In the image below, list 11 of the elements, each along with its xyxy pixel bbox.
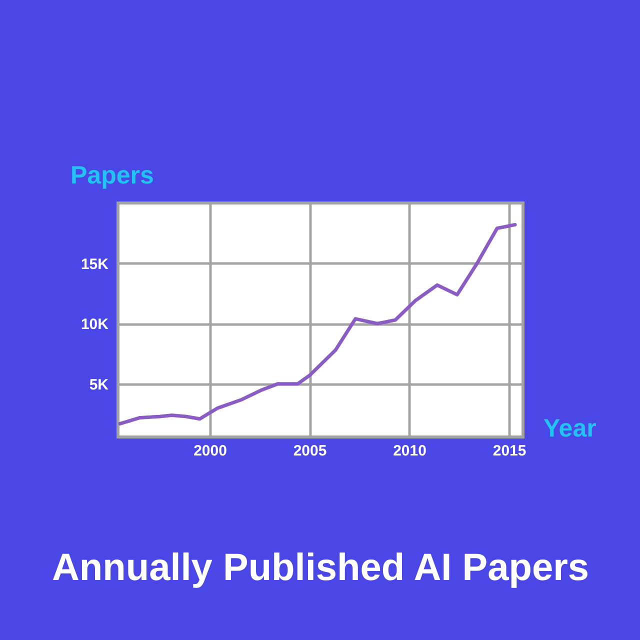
text: Annually Published AI Papers — [52, 547, 590, 589]
x-tick-label: 2005 — [293, 442, 327, 460]
y-tick-label: 5K — [89, 376, 109, 394]
x-tick-label: 2000 — [194, 442, 227, 460]
line-series — [118, 222, 517, 426]
x-tick-label: 2015 — [492, 442, 526, 460]
x-tick-label: 2010 — [393, 442, 426, 460]
y-tick-label: 10K — [80, 316, 109, 334]
x-axis-title: Year — [544, 414, 597, 442]
y-tick-label: 15K — [80, 256, 109, 273]
y-axis-title: Papers — [70, 162, 154, 190]
